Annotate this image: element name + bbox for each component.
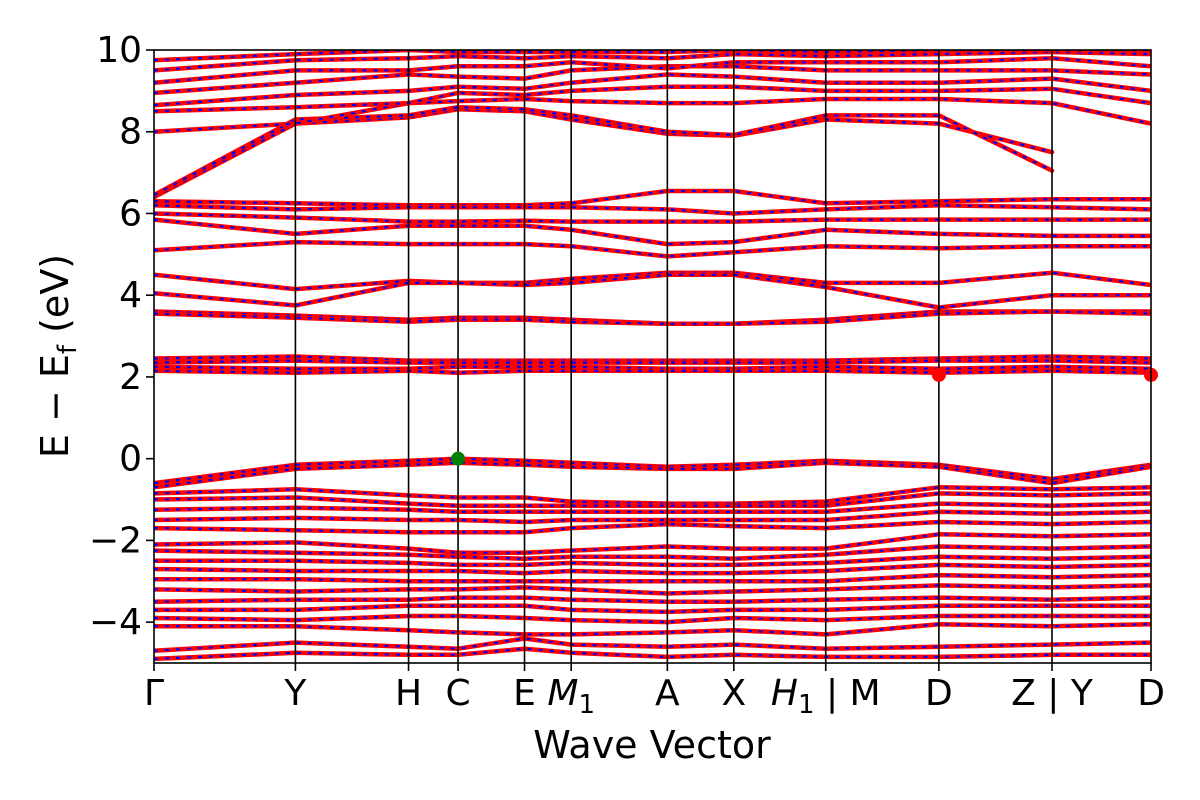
x-tick-label-sub-5: 1 bbox=[578, 690, 595, 720]
x-tick-label-4: E bbox=[513, 673, 536, 714]
x-tick-label-8: H1 | M bbox=[771, 673, 881, 720]
band-overlay-33 bbox=[154, 573, 1151, 583]
y-axis-title-unit: (eV) bbox=[33, 254, 77, 345]
y-tick-label-7: −4 bbox=[89, 602, 142, 643]
band-overlay-3 bbox=[154, 85, 1151, 113]
band-overlay-22 bbox=[154, 457, 1151, 485]
x-tick-label-9: D bbox=[925, 673, 953, 714]
band-overlay-27 bbox=[154, 510, 1151, 524]
band-overlay-35 bbox=[154, 596, 1151, 603]
band-overlay-32 bbox=[154, 563, 1151, 575]
cbm-marker-0 bbox=[931, 367, 946, 382]
y-tick-label-6: −2 bbox=[89, 520, 142, 561]
band-overlay-25 bbox=[154, 492, 1151, 507]
x-tick-label-main-5: M bbox=[547, 673, 578, 714]
x-tick-label-2: H bbox=[395, 673, 422, 714]
x-tick-label-6: A bbox=[655, 673, 680, 714]
y-tick-label-1: 8 bbox=[119, 112, 142, 153]
x-tick-label-10: Z | Y bbox=[1011, 673, 1094, 714]
x-axis-title: Wave Vector bbox=[533, 723, 771, 767]
band-overlay-6 bbox=[154, 57, 1151, 84]
band-overlay-20 bbox=[154, 365, 1151, 370]
band-overlay-2 bbox=[154, 97, 1151, 133]
band-overlay-0 bbox=[154, 108, 1053, 199]
y-tick-label-4: 2 bbox=[119, 357, 142, 398]
band-overlay-24 bbox=[154, 486, 1151, 505]
x-tick-label-main-8: H bbox=[771, 673, 798, 714]
y-axis-title-main: E − E bbox=[33, 354, 77, 458]
band-overlay-5 bbox=[154, 65, 1151, 94]
band-overlay-34 bbox=[154, 584, 1151, 595]
x-tick-label-11: D bbox=[1137, 673, 1165, 714]
band-overlay-10 bbox=[154, 204, 1151, 215]
x-tick-label-7: X bbox=[721, 673, 746, 714]
x-tick-label-0: Γ bbox=[144, 673, 164, 714]
y-tick-label-5: 0 bbox=[119, 439, 142, 480]
x-tick-label-1: Y bbox=[283, 673, 307, 714]
band-overlay-19 bbox=[154, 359, 1151, 364]
band-overlay-14 bbox=[154, 271, 1151, 291]
band-overlay-12 bbox=[154, 218, 1151, 246]
band-overlay-13 bbox=[154, 240, 1151, 258]
band-overlay-36 bbox=[154, 604, 1151, 614]
band-overlay-40 bbox=[154, 647, 1151, 660]
band-overlay-26 bbox=[154, 502, 1151, 513]
x-tick-label-suffix-8: | M bbox=[815, 673, 881, 714]
band-overlay-39 bbox=[154, 637, 1151, 652]
y-axis-title: E − Ef (eV) bbox=[33, 254, 83, 458]
band-overlay-11 bbox=[154, 212, 1151, 223]
band-overlay-21 bbox=[154, 369, 1151, 374]
band-overlay-9 bbox=[154, 189, 1151, 207]
plot-frame bbox=[153, 49, 1152, 664]
y-tick-label-2: 6 bbox=[119, 193, 142, 234]
y-tick-label-0: 10 bbox=[96, 30, 142, 71]
y-axis-title-subscript: f bbox=[53, 344, 83, 354]
band-overlay-17 bbox=[154, 310, 1151, 325]
band-overlay-30 bbox=[154, 545, 1151, 560]
band-overlay-37 bbox=[154, 614, 1151, 624]
x-tick-label-sub-8: 1 bbox=[798, 690, 815, 720]
y-axis-ticks: 10 8 6 4 2 0 −2 −4 bbox=[89, 30, 154, 643]
band-line-15 bbox=[154, 272, 1151, 310]
y-tick-label-3: 4 bbox=[119, 275, 142, 316]
band-overlay-28 bbox=[154, 520, 1151, 534]
high-symmetry-lines bbox=[294, 50, 1053, 663]
band-overlay-4 bbox=[154, 73, 1151, 107]
band-overlay-7 bbox=[154, 50, 1151, 72]
band-overlay-23 bbox=[154, 461, 1151, 489]
extrema-markers bbox=[451, 367, 1158, 466]
vbm-marker-2 bbox=[451, 451, 466, 466]
band-overlay-8 bbox=[154, 50, 1151, 62]
band-overlay-31 bbox=[154, 555, 1151, 566]
band-overlay-29 bbox=[154, 533, 1151, 554]
band-overlay-38 bbox=[154, 623, 1151, 636]
x-tick-label-3: C bbox=[445, 673, 470, 714]
x-tick-label-5: M1 bbox=[547, 673, 595, 720]
